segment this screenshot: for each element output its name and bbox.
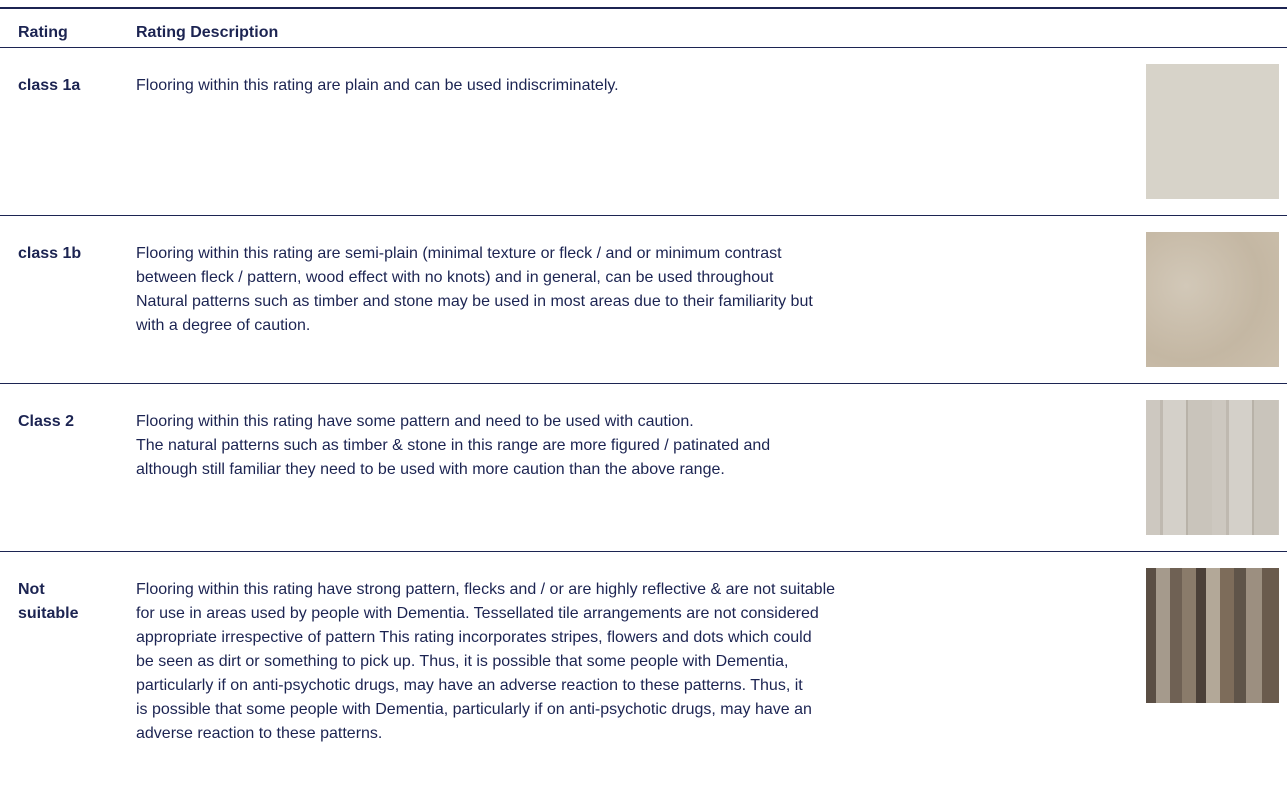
description-line: for use in areas used by people with Dem… [136,605,819,622]
flooring-swatch [1146,232,1279,367]
description-cell: Flooring within this rating are plain an… [136,74,1126,98]
description-line: Flooring within this rating are plain an… [136,77,619,94]
description-line: Flooring within this rating have some pa… [136,413,694,430]
description-line: between fleck / pattern, wood effect wit… [136,269,774,286]
table-header: Rating Rating Description [0,9,1287,48]
table-row: Class 2 Flooring within this rating have … [0,384,1287,552]
header-cell: Rating Description [136,24,279,41]
description-cell: Flooring within this rating have some pa… [136,410,1126,482]
description-line: adverse reaction to these patterns. [136,725,383,742]
table-row: Not suitable Flooring within this rating … [0,552,1287,742]
rating-cell: Not suitable [18,581,79,622]
description-line: be seen as dirt or something to pick up.… [136,653,789,670]
top-rule [0,7,1287,9]
flooring-swatch [1146,568,1279,703]
description-cell: Flooring within this rating are semi-pla… [136,242,1126,338]
description-line: The natural patterns such as timber & st… [136,437,771,454]
rating-cell: class 1b [18,245,82,262]
header-cell: Rating [18,24,68,41]
flooring-swatch [1146,64,1279,199]
table-row: class 1b Flooring within this rating are … [0,216,1287,384]
rating-cell: class 1a [18,77,81,94]
flooring-swatch [1146,400,1279,535]
description-line: Flooring within this rating have strong … [136,581,836,598]
description-line: Natural patterns such as timber and ston… [136,293,813,310]
description-line: is possible that some people with Dement… [136,701,812,718]
description-cell: Flooring within this rating have strong … [136,578,1126,746]
table-body: class 1a Flooring within this rating are … [0,48,1287,742]
rating-cell: Class 2 [18,413,75,430]
table-row: class 1a Flooring within this rating are … [0,48,1287,216]
description-line: with a degree of caution. [136,317,311,334]
description-line: although still familiar they need to be … [136,461,725,478]
description-line: Flooring within this rating are semi-pla… [136,245,782,262]
description-line: particularly if on anti-psychotic drugs,… [136,677,803,694]
description-line: appropriate irrespective of pattern This… [136,629,812,646]
